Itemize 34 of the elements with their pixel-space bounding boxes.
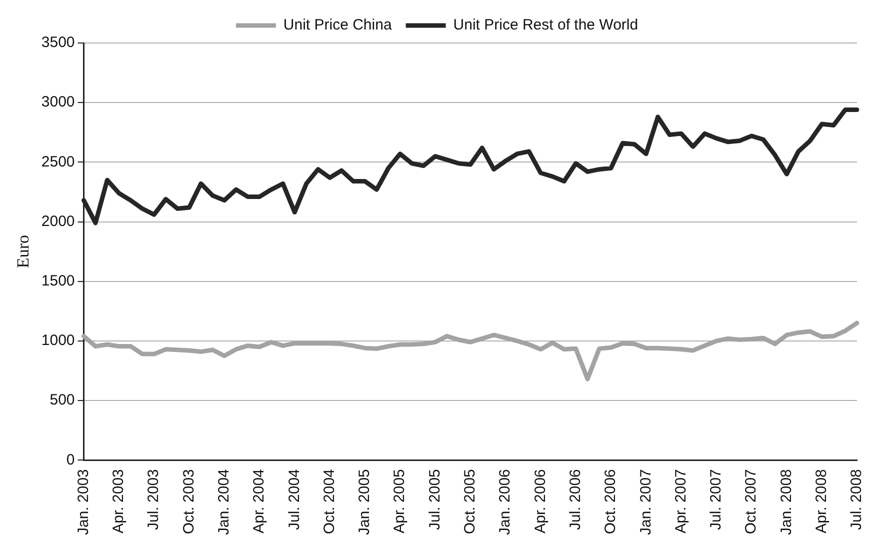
x-tick-label: Apr. 2006	[532, 469, 549, 534]
x-tick-label: Jan. 2005	[356, 469, 374, 535]
x-tick-label: Apr. 2007	[672, 469, 690, 534]
legend-label: Unit Price China	[283, 16, 392, 34]
x-tick-label: Oct. 2006	[602, 469, 620, 534]
x-tick-label: Oct. 2005	[462, 469, 479, 534]
y-tick-label: 3500	[41, 34, 75, 52]
x-tick-label: Jan. 2006	[496, 469, 514, 535]
x-tick-label: Jul. 2004	[286, 469, 303, 530]
y-tick-label: 2000	[41, 212, 75, 230]
x-tick-label: Jul. 2005	[426, 469, 444, 530]
y-tick-label: 2500	[41, 153, 75, 170]
x-tick-label: Jul. 2003	[145, 469, 162, 530]
x-tick-label: Oct. 2003	[180, 469, 198, 534]
y-axis-title: Euro	[14, 235, 33, 268]
y-tick-label: 3000	[41, 94, 75, 111]
y-tick-label: 500	[50, 392, 75, 409]
x-tick-label: Jul. 2008	[848, 469, 866, 530]
x-tick-label: Jul. 2006	[566, 469, 584, 530]
x-tick-label: Apr. 2004	[250, 469, 268, 534]
x-tick-label: Jan. 2004	[215, 469, 232, 535]
y-tick-label: 0	[66, 451, 75, 468]
y-tick-label: 1500	[41, 272, 75, 290]
x-tick-label: Jan. 2008	[778, 469, 795, 535]
y-tick-label: 1000	[41, 332, 75, 350]
x-tick-label: Oct. 2004	[320, 469, 338, 534]
x-tick-label: Jan. 2003	[74, 469, 92, 535]
legend-label: Unit Price Rest of the World	[453, 16, 638, 34]
x-tick-label: Apr. 2005	[391, 469, 408, 534]
x-tick-label: Apr. 2008	[812, 469, 830, 534]
x-tick-label: Jul. 2007	[708, 469, 725, 530]
x-tick-label: Jan. 2007	[637, 469, 654, 535]
x-tick-label: Apr. 2003	[110, 469, 128, 534]
x-tick-label: Oct. 2007	[742, 469, 760, 534]
